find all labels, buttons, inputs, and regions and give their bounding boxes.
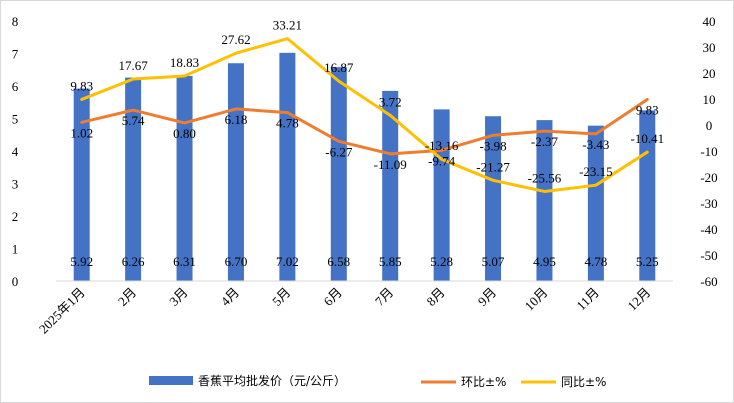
mom-value-label: 4.78 — [276, 116, 299, 131]
yoy-value-label: 27.62 — [221, 32, 250, 47]
legend-swatch-price — [149, 376, 193, 385]
bar-value-label: 5.85 — [379, 254, 402, 269]
yoy-value-label: 17.67 — [119, 58, 149, 73]
right-axis-tick-label: 10 — [703, 92, 716, 107]
bar — [227, 63, 244, 281]
mom-value-label: -3.43 — [582, 137, 609, 152]
mom-value-label: -11.09 — [374, 157, 407, 172]
bar-value-label: 4.78 — [585, 254, 608, 269]
x-axis-category-label: 12月 — [624, 285, 653, 314]
bar-value-label: 5.07 — [482, 254, 505, 269]
yoy-value-label: 16.87 — [324, 60, 354, 75]
left-axis-tick-label: 2 — [12, 209, 19, 224]
bar-value-label: 6.58 — [327, 254, 350, 269]
yoy-line — [80, 37, 649, 193]
right-axis-tick-label: 0 — [706, 118, 713, 133]
right-axis-tick-label: -40 — [700, 222, 717, 237]
left-axis-tick-label: 5 — [12, 112, 19, 127]
mom-value-label: 9.83 — [636, 102, 659, 117]
yoy-value-label: -23.15 — [579, 164, 613, 179]
x-axis-category-label: 2025年1月 — [36, 285, 88, 337]
yoy-value-label: 18.83 — [170, 55, 199, 70]
mom-value-label: -9.74 — [428, 153, 456, 168]
mom-value-label: -6.27 — [325, 144, 353, 159]
bar-value-label: 7.02 — [276, 254, 299, 269]
left-axis-tick-label: 0 — [12, 274, 19, 289]
x-axis-category-label: 5月 — [269, 285, 293, 309]
bar-value-label: 6.26 — [122, 254, 145, 269]
yoy-value-label: 3.72 — [379, 94, 402, 109]
left-axis-tick-label: 3 — [12, 177, 19, 192]
x-axis-category-label: 9月 — [475, 285, 499, 309]
right-axis-tick-label: 20 — [703, 66, 716, 81]
bar-value-label: 5.25 — [636, 254, 659, 269]
left-axis-tick-label: 1 — [12, 242, 19, 257]
x-axis-category-label: 3月 — [166, 285, 190, 309]
mom-value-label: -3.98 — [479, 138, 506, 153]
right-axis-tick-label: 30 — [703, 40, 716, 55]
bar — [485, 116, 502, 281]
left-axis-tick-label: 7 — [12, 47, 19, 62]
yoy-value-label: 33.21 — [273, 18, 302, 33]
yoy-value-label: -25.56 — [528, 170, 562, 185]
legend-label-price: 香蕉平均批发价（元/公斤） — [198, 373, 346, 388]
x-axis-category-label: 8月 — [423, 285, 447, 309]
mom-value-label: 0.80 — [173, 126, 196, 141]
bar — [536, 120, 553, 281]
left-axis-tick-label: 8 — [12, 14, 19, 29]
right-axis-tick-label: -60 — [700, 274, 717, 289]
bar — [176, 75, 193, 281]
x-axis-category-label: 10月 — [522, 285, 551, 314]
x-axis-category-label: 11月 — [573, 285, 602, 314]
right-axis-tick-label: 40 — [703, 14, 716, 29]
bar — [433, 109, 450, 282]
bar-value-label: 5.92 — [70, 254, 93, 269]
yoy-value-label: -21.27 — [476, 159, 510, 174]
right-axis-tick-label: -50 — [700, 248, 717, 263]
mom-value-label: 5.74 — [122, 113, 145, 128]
right-axis-tick-label: -30 — [700, 196, 717, 211]
mom-value-label: -2.37 — [531, 134, 559, 149]
x-axis-category-label: 2月 — [115, 285, 139, 309]
bar-value-label: 6.31 — [173, 254, 196, 269]
yoy-value-label: -13.16 — [425, 138, 459, 153]
mom-value-label: 1.02 — [70, 125, 93, 140]
bar — [279, 52, 296, 281]
yoy-value-label: -10.41 — [630, 131, 664, 146]
bar-value-label: 6.70 — [225, 254, 248, 269]
legend-label-mom: 环比±% — [461, 375, 506, 389]
bar — [73, 88, 90, 281]
legend-label-yoy: 同比±% — [561, 375, 606, 389]
yoy-value-label: 9.83 — [70, 78, 93, 93]
bar-value-label: 4.95 — [533, 254, 556, 269]
x-axis-category-label: 6月 — [321, 285, 345, 309]
x-axis-category-label: 7月 — [372, 285, 396, 309]
bar-value-label: 5.28 — [430, 254, 453, 269]
mom-line — [80, 97, 649, 156]
right-axis-tick-label: -20 — [700, 170, 717, 185]
left-axis-tick-label: 4 — [12, 144, 19, 159]
bar — [587, 125, 604, 282]
bar — [125, 77, 142, 281]
x-axis-category-label: 4月 — [218, 285, 242, 309]
left-axis-tick-label: 6 — [12, 79, 19, 94]
bar — [330, 67, 347, 282]
right-axis-tick-label: -10 — [700, 144, 717, 159]
mom-value-label: 6.18 — [225, 112, 248, 127]
bar — [382, 90, 399, 281]
